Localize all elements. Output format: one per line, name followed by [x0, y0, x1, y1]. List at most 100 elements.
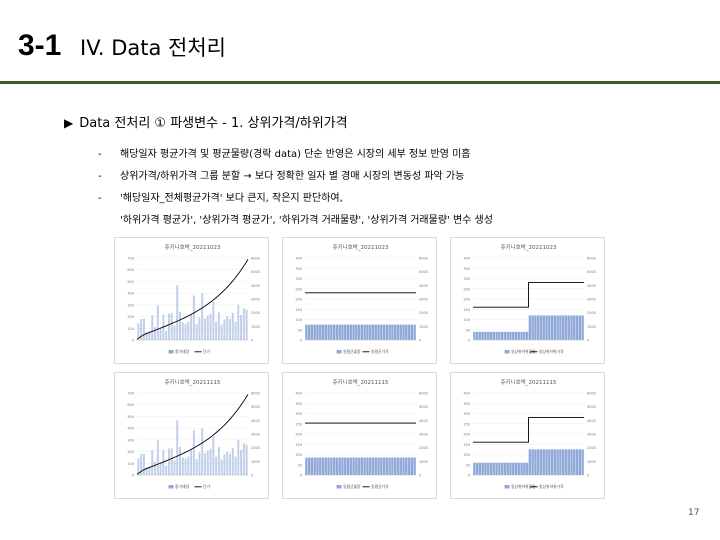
bar-series [305, 457, 416, 475]
bullet-list: - 해당일자 평균가격 및 평균물량(경락 data) 단순 반영은 시장의 세부… [98, 144, 493, 232]
y-tick-label-left: 250 [463, 287, 470, 291]
bar-series [137, 285, 248, 340]
y-tick-label-right: 6000 [419, 392, 428, 396]
legend-swatch-bar [336, 485, 342, 489]
y-tick-label-right: 3000 [419, 433, 428, 437]
bar [355, 324, 358, 340]
bar [478, 462, 482, 475]
y-tick-label-left: 500 [127, 415, 134, 419]
bar [534, 449, 537, 475]
y-tick-label-right: 6000 [419, 257, 428, 261]
legend-label: 일평균가격 [371, 349, 389, 354]
bar [198, 317, 201, 340]
line-series [136, 259, 249, 340]
y-tick-label-left: 300 [127, 303, 134, 307]
bar [377, 324, 380, 340]
bar [573, 315, 576, 340]
bar [374, 457, 377, 475]
bar [363, 457, 366, 475]
bar [534, 315, 537, 340]
bar [228, 453, 231, 475]
bar [145, 467, 148, 475]
bar [556, 449, 559, 475]
bar [335, 457, 339, 475]
bar [217, 312, 220, 340]
y-tick-label-left: 300 [463, 277, 470, 281]
bar [360, 457, 364, 475]
bar [573, 449, 576, 475]
bar [198, 452, 201, 475]
bar [154, 461, 157, 475]
bar [503, 462, 507, 475]
bar [212, 436, 215, 475]
y-tick-label-right: 0 [419, 339, 421, 343]
line-series [473, 417, 584, 443]
y-tick-label-left: 400 [127, 292, 134, 296]
bar [215, 456, 218, 475]
y-tick-label-left: 200 [463, 433, 470, 437]
legend-label: 일평균가격 [371, 484, 389, 489]
bar [310, 457, 314, 475]
bar [503, 331, 507, 340]
bar [179, 446, 181, 475]
y-tick-label-right: 5000 [251, 270, 260, 274]
bar [512, 462, 515, 475]
bar [377, 457, 380, 475]
bar [531, 315, 534, 340]
bar [142, 318, 145, 340]
bar [148, 331, 151, 340]
bar [537, 315, 540, 340]
y-tick-label-left: 50 [298, 463, 302, 467]
bar [548, 449, 551, 475]
y-tick-label-left: 50 [298, 328, 302, 332]
y-tick-label-left: 50 [466, 463, 470, 467]
bar [165, 331, 168, 340]
legend-swatch-bar [336, 350, 342, 354]
bar [528, 315, 532, 340]
y-tick-label-left: 100 [127, 462, 134, 466]
bar [581, 315, 584, 340]
bar [167, 448, 170, 475]
y-tick-label-right: 2000 [251, 311, 260, 315]
bar [371, 324, 375, 340]
y-tick-label-right: 3000 [251, 433, 260, 437]
bar [394, 324, 397, 340]
y-tick-label-right: 5000 [419, 270, 428, 274]
bar [581, 449, 584, 475]
bar [316, 324, 319, 340]
bar [556, 315, 559, 340]
bar [184, 458, 187, 475]
bar [475, 462, 479, 475]
chart-svg: 쥬키니호박_2021111505010015020025030035040001… [463, 378, 596, 489]
bar [498, 331, 501, 340]
y-tick-label-right: 1000 [419, 325, 428, 329]
bar [478, 331, 482, 340]
bar [553, 449, 557, 475]
bar [520, 462, 523, 475]
y-tick-label-right: 2000 [587, 311, 596, 315]
y-tick-label-right: 3000 [251, 298, 260, 302]
bar [242, 443, 245, 475]
bar [313, 324, 316, 340]
y-tick-label-left: 200 [295, 298, 302, 302]
slide-title: IV. Data 전처리 [80, 36, 226, 60]
bar [195, 459, 198, 475]
bar [366, 457, 369, 475]
chart-title: 쥬키니호박_20211023 [164, 243, 221, 251]
legend: 중거래량 단가 [168, 484, 210, 489]
bar [484, 462, 487, 475]
bar [473, 462, 476, 475]
bar [567, 449, 570, 475]
bar [226, 316, 229, 340]
bar [475, 331, 479, 340]
bar [369, 324, 372, 340]
y-tick-label-left: 100 [127, 327, 134, 331]
legend-label: 일평균물량 [343, 484, 361, 489]
bar [140, 319, 143, 340]
bar [184, 323, 187, 340]
y-tick-label-left: 50 [466, 328, 470, 332]
y-tick-label-right: 2000 [419, 446, 428, 450]
bar [240, 315, 243, 340]
bar [231, 312, 234, 340]
bullet-continuation: '하위가격 평균가', '상위가격 평균가', '하위가격 거래물량', '상위… [120, 215, 493, 226]
